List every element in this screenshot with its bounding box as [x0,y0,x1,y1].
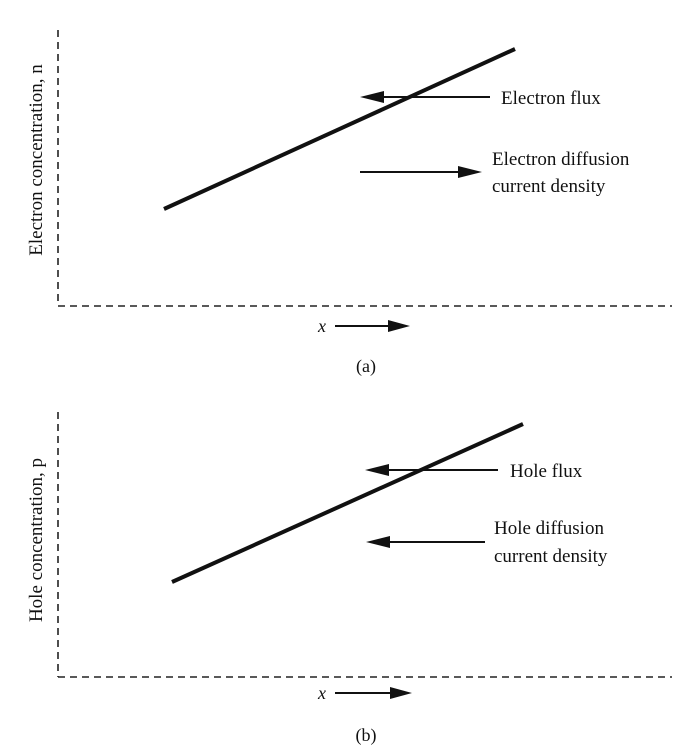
panel-b-current-label-line2: current density [494,546,608,567]
panel-a-x-direction-arrow [335,320,410,332]
panel-b-concentration-line [171,422,524,584]
panel-a-xlabel: x [317,316,326,336]
panel-b-current-arrow [366,536,485,548]
panel-b-caption: (b) [356,725,377,746]
panel-b-flux-label: Hole flux [510,461,583,482]
panel-b-ylabel: Hole concentration, p [26,458,47,622]
panel-b-current-label-line1: Hole diffusion [494,518,604,539]
panel-a-current-label-line2: current density [492,176,606,197]
panel-a-flux-arrow [360,91,490,103]
panel-b: Hole concentration, p Hole flux Hole dif… [26,412,672,746]
panel-a: Electron concentration, n Electron flux … [26,30,672,377]
panel-a-current-label-line1: Electron diffusion [492,149,630,170]
panel-a-current-arrow [360,166,482,178]
panel-a-flux-label: Electron flux [501,88,601,109]
panel-a-concentration-line [163,47,516,211]
panel-b-xlabel: x [317,683,326,703]
panel-b-flux-arrow [365,464,498,476]
panel-b-x-direction-arrow [335,687,412,699]
panel-a-caption: (a) [356,356,376,377]
panel-a-ylabel: Electron concentration, n [26,64,47,256]
